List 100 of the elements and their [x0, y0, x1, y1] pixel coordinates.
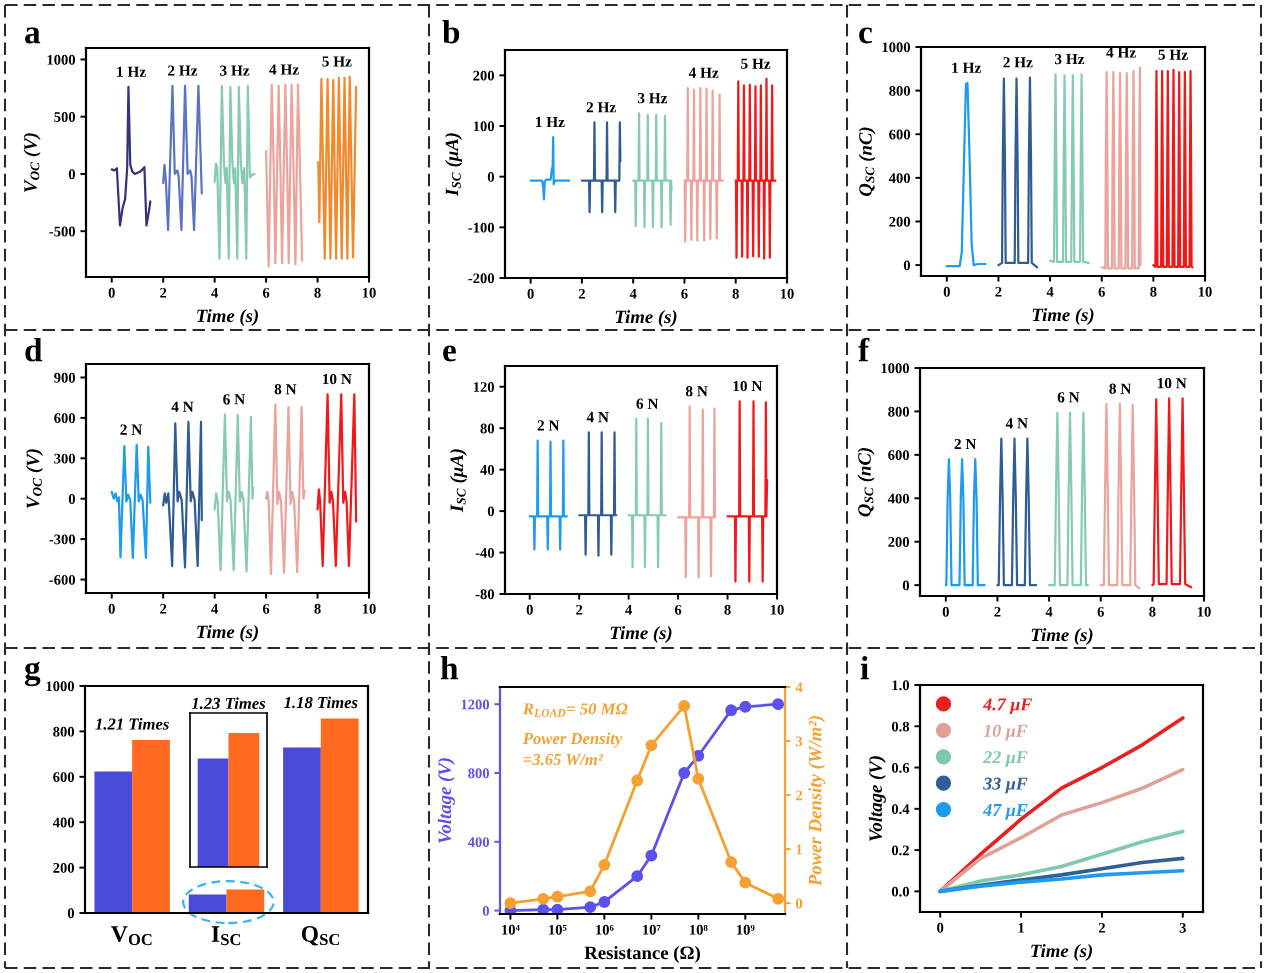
- x-tick-label: 0: [526, 604, 533, 615]
- x-tick-label: 6: [1097, 606, 1104, 617]
- y-tick-label: 120: [473, 382, 495, 392]
- series-label: 6 N: [636, 398, 659, 409]
- line-series: [264, 83, 304, 268]
- y-tick-label: 600: [889, 129, 911, 140]
- x-tick-label: 2: [160, 287, 167, 298]
- y-tick-label: 0.8: [891, 721, 910, 732]
- y-tick-label: -40: [475, 547, 495, 558]
- series-label: 4 Hz: [688, 67, 719, 78]
- y-tick-label: -100: [468, 222, 495, 233]
- y-tick-label: 200: [473, 70, 495, 81]
- series-label: 2 N: [120, 424, 143, 435]
- series-label: 8 N: [685, 386, 708, 397]
- y-tick-label: 40: [480, 465, 495, 475]
- y-tick-label: 400: [467, 837, 490, 847]
- y-tick-label: 0: [487, 506, 495, 517]
- line-series: [316, 75, 358, 260]
- x-axis-title: Time (s): [1031, 943, 1092, 961]
- x-tick-label: 4: [1045, 606, 1053, 617]
- y-axis-title: Voltage (V): [868, 756, 886, 841]
- series-label: 1 Hz: [117, 66, 146, 77]
- x-tick-label: 2: [160, 603, 167, 614]
- line-series: [110, 85, 152, 227]
- line-series: [213, 413, 255, 573]
- series-label: 4 Hz: [269, 64, 299, 75]
- x-tick-label: 4: [1046, 286, 1054, 297]
- series-label: 10 N: [1157, 378, 1187, 389]
- y-tick-label: 0: [67, 908, 75, 919]
- x-axis-title: Time (s): [615, 309, 677, 327]
- y-tick-label: 1000: [881, 363, 910, 374]
- y-tick-label: 800: [889, 85, 911, 96]
- line-series: [162, 420, 203, 569]
- x-tick-label: 4: [625, 604, 633, 615]
- x-tick-label: 10: [362, 603, 376, 614]
- y-tick-label: 0: [902, 580, 910, 591]
- chart-title: i: [860, 656, 869, 680]
- line-series: [1048, 73, 1090, 265]
- y2-tick-label: 1: [796, 844, 802, 855]
- series-label: 5 Hz: [1158, 49, 1188, 60]
- y-tick-label: 100: [473, 121, 495, 132]
- line-series: [529, 136, 571, 201]
- x-tick-label: 4: [211, 287, 219, 298]
- line-series: [1100, 66, 1142, 270]
- chart-title: f: [858, 337, 870, 362]
- y-tick-label: 0: [487, 172, 495, 182]
- series-label: 6 N: [1057, 392, 1080, 403]
- line-series: [110, 443, 152, 560]
- series-label: 3 Hz: [637, 93, 668, 104]
- y-axis-title: Q$_{SC}$ (nC): [858, 127, 876, 196]
- x-axis-title: Time (s): [197, 624, 258, 642]
- series-label: 4 N: [586, 412, 609, 423]
- y-axis-title: I$_{SC}$ (μA): [449, 449, 467, 513]
- y-tick-label: -600: [49, 574, 76, 585]
- y-tick-label: 800: [888, 406, 910, 417]
- annotation: Power Density =3.65 W/m²: [522, 732, 623, 766]
- x-tick-label: 0: [527, 288, 534, 299]
- x-tick-label: Q$_{SC}$: [301, 926, 340, 946]
- chart-title: h: [440, 656, 459, 680]
- x-tick-label: 10⁵: [549, 924, 567, 935]
- line-series: [734, 77, 777, 260]
- x-tick-label: 0: [108, 287, 115, 298]
- x-tick-label: V$_{OC}$: [111, 926, 152, 946]
- x-tick-label: 8: [732, 288, 739, 299]
- x-axis-title: Time (s): [610, 625, 672, 643]
- chart-title: g: [24, 661, 41, 687]
- x-tick-label: 0: [108, 603, 115, 614]
- y-tick-label: 0.0: [891, 886, 910, 897]
- x-tick-label: 10⁶: [596, 924, 614, 935]
- y-tick-label: 800: [53, 726, 75, 737]
- series-label: 10 N: [733, 380, 763, 392]
- x-tick-label: 10: [1197, 606, 1211, 617]
- annotation: 1.21 Times: [95, 717, 169, 730]
- x-tick-label: 10⁴: [502, 924, 520, 935]
- line-series: [213, 84, 256, 260]
- y-tick-label: 1.0: [892, 680, 910, 691]
- y-tick-label: 0: [68, 494, 76, 504]
- y-tick-label: 300: [54, 453, 76, 464]
- line-series: [1151, 397, 1193, 589]
- line-series: [997, 76, 1039, 269]
- line-series: [676, 405, 717, 579]
- series-label: 1 Hz: [952, 62, 981, 73]
- y-tick-label: 600: [53, 772, 75, 782]
- series-label: 3 Hz: [220, 65, 250, 76]
- x-tick-label: 1: [1018, 922, 1024, 933]
- x-tick-label: 0: [943, 286, 950, 297]
- y-tick-label: 600: [888, 450, 910, 461]
- line-series: [683, 86, 725, 243]
- x-tick-label: 6: [262, 287, 270, 298]
- y-tick-label: 400: [888, 173, 911, 184]
- line-series: [580, 121, 622, 214]
- x-tick-label: 10⁹: [736, 924, 755, 935]
- x-tick-label: 6: [262, 603, 270, 614]
- legend-label: 10 μF: [983, 724, 1028, 741]
- chart-title: c: [859, 27, 872, 44]
- y-axis-title: Voltage (V): [437, 758, 455, 843]
- y-tick-label: 200: [888, 537, 910, 547]
- x-tick-label: 8: [314, 603, 321, 614]
- y-axis-title: I$_{SC}$ (μA): [445, 133, 463, 197]
- x-tick-label: 3: [1179, 922, 1186, 933]
